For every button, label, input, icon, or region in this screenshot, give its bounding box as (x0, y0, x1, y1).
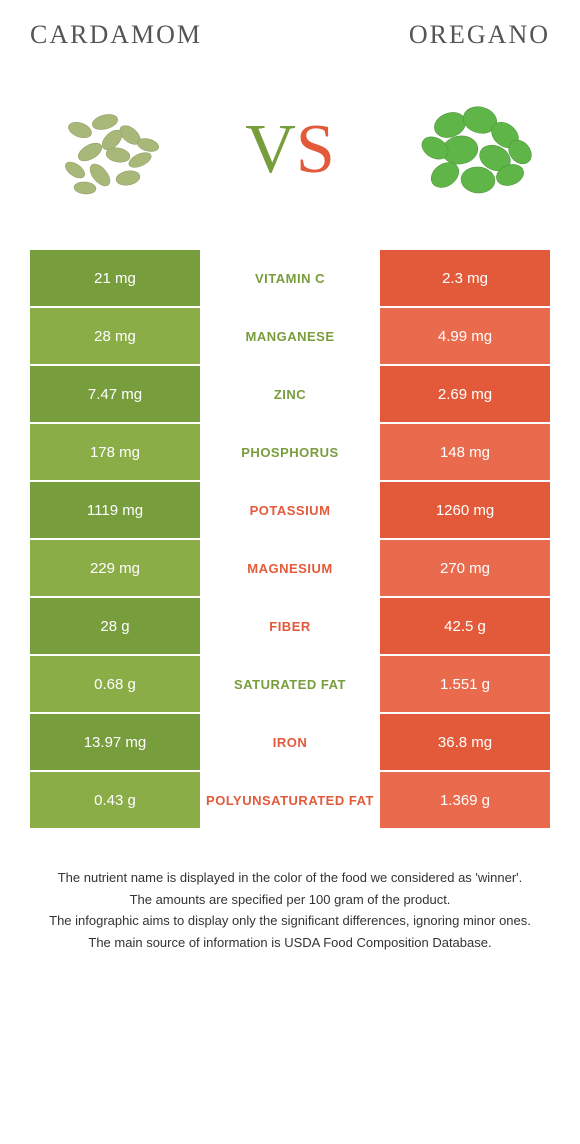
nutrient-row: 178 mgPhosphorus148 mg (30, 424, 550, 480)
right-value: 1.369 g (380, 772, 550, 828)
vs-letter-s: S (296, 110, 335, 190)
nutrient-name: Potassium (200, 482, 380, 538)
left-value: 229 mg (30, 540, 200, 596)
right-value: 148 mg (380, 424, 550, 480)
right-value: 1260 mg (380, 482, 550, 538)
left-value: 7.47 mg (30, 366, 200, 422)
nutrient-row: 0.68 gSaturated fat1.551 g (30, 656, 550, 712)
right-value: 2.3 mg (380, 250, 550, 306)
footer-line: The nutrient name is displayed in the co… (40, 868, 540, 888)
right-value: 42.5 g (380, 598, 550, 654)
right-value: 2.69 mg (380, 366, 550, 422)
nutrient-name: Phosphorus (200, 424, 380, 480)
left-value: 13.97 mg (30, 714, 200, 770)
nutrient-name: Manganese (200, 308, 380, 364)
right-food-title: Oregano (409, 20, 550, 50)
right-value: 4.99 mg (380, 308, 550, 364)
nutrient-table: 21 mgVitamin C2.3 mg28 mgManganese4.99 m… (30, 250, 550, 828)
left-value: 1119 mg (30, 482, 200, 538)
left-value: 0.43 g (30, 772, 200, 828)
oregano-image (400, 80, 540, 220)
nutrient-row: 1119 mgPotassium1260 mg (30, 482, 550, 538)
cardamom-image (40, 80, 180, 220)
nutrient-row: 0.43 gPolyunsaturated fat1.369 g (30, 772, 550, 828)
footer-line: The main source of information is USDA F… (40, 933, 540, 953)
left-value: 28 mg (30, 308, 200, 364)
left-value: 21 mg (30, 250, 200, 306)
vs-letter-v: V (245, 110, 296, 190)
nutrient-name: Fiber (200, 598, 380, 654)
left-value: 178 mg (30, 424, 200, 480)
nutrient-name: Polyunsaturated fat (200, 772, 380, 828)
nutrient-name: Saturated fat (200, 656, 380, 712)
nutrient-name: Iron (200, 714, 380, 770)
nutrient-name: Vitamin C (200, 250, 380, 306)
footer-line: The infographic aims to display only the… (40, 911, 540, 931)
footer-line: The amounts are specified per 100 gram o… (40, 890, 540, 910)
nutrient-row: 229 mgMagnesium270 mg (30, 540, 550, 596)
left-value: 28 g (30, 598, 200, 654)
right-value: 270 mg (380, 540, 550, 596)
footer-notes: The nutrient name is displayed in the co… (30, 868, 550, 952)
left-food-title: Cardamom (30, 20, 202, 50)
nutrient-name: Magnesium (200, 540, 380, 596)
nutrient-name: Zinc (200, 366, 380, 422)
nutrient-row: 28 gFiber42.5 g (30, 598, 550, 654)
left-value: 0.68 g (30, 656, 200, 712)
header-row: Cardamom Oregano (30, 20, 550, 50)
nutrient-row: 13.97 mgIron36.8 mg (30, 714, 550, 770)
right-value: 36.8 mg (380, 714, 550, 770)
nutrient-row: 7.47 mgZinc2.69 mg (30, 366, 550, 422)
infographic-container: Cardamom Oregano VS (0, 0, 580, 974)
images-row: VS (30, 80, 550, 220)
nutrient-row: 28 mgManganese4.99 mg (30, 308, 550, 364)
vs-label: VS (245, 110, 335, 190)
right-value: 1.551 g (380, 656, 550, 712)
nutrient-row: 21 mgVitamin C2.3 mg (30, 250, 550, 306)
